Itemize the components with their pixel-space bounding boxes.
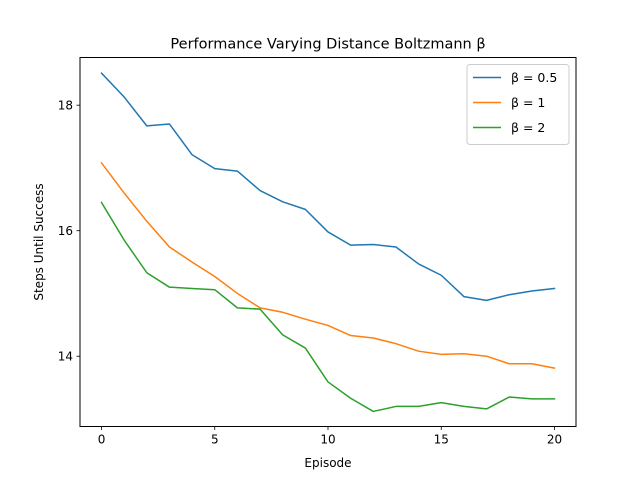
legend-label-2: β = 1 [511, 95, 545, 110]
x-tick-label: 5 [211, 433, 219, 447]
y-tick-label: 14 [58, 350, 73, 364]
legend-box [466, 64, 570, 145]
x-tick-label: 0 [98, 433, 106, 447]
x-tick-label: 10 [320, 433, 335, 447]
y-tick-label: 16 [58, 224, 73, 238]
chart-title: Performance Varying Distance Boltzmann β [170, 37, 485, 53]
series-line-3 [100, 201, 556, 413]
legend: β = 0.5 β = 1 β = 2 [466, 64, 570, 145]
x-axis-label: Episode [304, 456, 351, 470]
x-axis-ticks: 0 5 10 15 20 [98, 426, 562, 447]
series-line-1 [100, 72, 556, 302]
legend-label-1: β = 0.5 [511, 70, 557, 85]
series-layer [100, 72, 556, 413]
y-tick-label: 18 [58, 99, 73, 113]
x-tick-label: 20 [547, 433, 562, 447]
y-axis-label: Steps Until Success [32, 183, 46, 300]
y-axis-ticks: 14 16 18 [58, 99, 80, 364]
series-line-2 [100, 161, 556, 370]
x-tick-label: 15 [434, 433, 449, 447]
legend-label-3: β = 2 [511, 120, 545, 135]
